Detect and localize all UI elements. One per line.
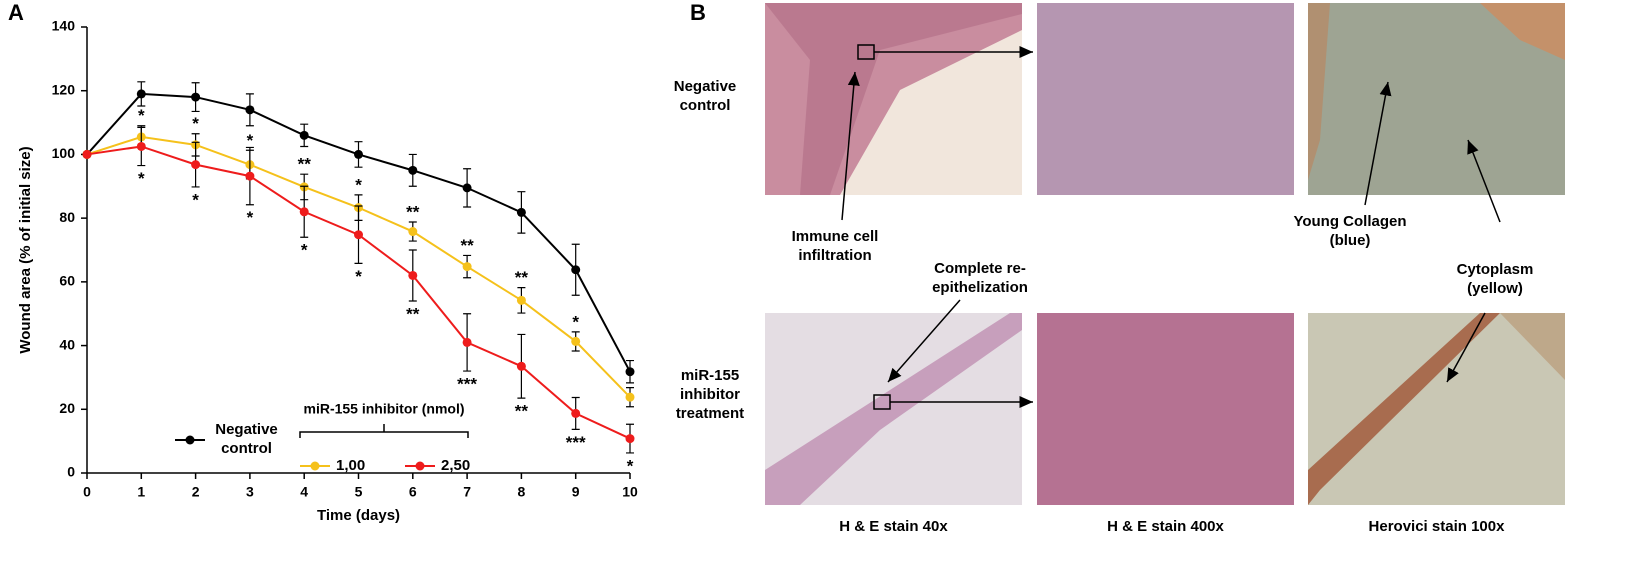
panel-label: B bbox=[690, 0, 706, 25]
marker bbox=[571, 336, 581, 346]
micrograph bbox=[765, 3, 1565, 505]
legend-swatch bbox=[415, 461, 425, 471]
marker bbox=[245, 105, 255, 115]
x-tick-label: 7 bbox=[463, 484, 471, 500]
marker bbox=[625, 367, 635, 377]
significance: * bbox=[572, 312, 579, 331]
marker bbox=[299, 130, 309, 140]
marker bbox=[136, 141, 146, 151]
panel-label: A bbox=[8, 0, 24, 25]
y-tick-label: 40 bbox=[59, 336, 75, 352]
marker bbox=[462, 337, 472, 347]
x-tick-label: 6 bbox=[409, 484, 417, 500]
legend-label: 1,00 bbox=[336, 457, 365, 474]
y-tick-label: 20 bbox=[59, 400, 75, 416]
significance: ** bbox=[515, 402, 529, 421]
y-tick-label: 100 bbox=[52, 145, 76, 161]
marker bbox=[571, 408, 581, 418]
significance: * bbox=[138, 169, 145, 188]
marker bbox=[299, 207, 309, 217]
significance: ** bbox=[515, 268, 529, 287]
significance: * bbox=[192, 114, 199, 133]
marker bbox=[571, 265, 581, 275]
column-label: H & E stain 400x bbox=[1107, 518, 1224, 535]
marker bbox=[354, 230, 363, 240]
annotation: Young Collagen (blue) bbox=[1293, 213, 1407, 249]
y-axis-label: Wound area (% of initial size) bbox=[17, 146, 34, 353]
series: **************** bbox=[82, 126, 635, 475]
row-label: miR-155 inhibitor treatment bbox=[675, 367, 745, 422]
significance: * bbox=[192, 190, 199, 209]
legend-swatch bbox=[310, 461, 320, 471]
series bbox=[82, 81, 635, 384]
y-tick-label: 140 bbox=[52, 18, 76, 34]
column-label: H & E stain 40x bbox=[839, 518, 948, 535]
legend-entry: Negative control bbox=[215, 421, 278, 457]
significance: ** bbox=[406, 202, 420, 221]
significance: ** bbox=[406, 304, 420, 323]
marker bbox=[408, 165, 418, 175]
significance: *** bbox=[566, 433, 586, 452]
marker bbox=[408, 227, 418, 237]
x-tick-label: 1 bbox=[137, 484, 145, 500]
legend-title: miR-155 inhibitor (nmol) bbox=[304, 401, 465, 417]
legend-label: 2,50 bbox=[441, 457, 470, 474]
marker bbox=[462, 183, 472, 193]
marker bbox=[516, 295, 526, 305]
significance: * bbox=[247, 131, 254, 150]
annotation: Cytoplasm (yellow) bbox=[1440, 260, 1550, 298]
legend-bracket bbox=[299, 424, 469, 438]
marker bbox=[82, 149, 92, 159]
legend-label: Negative control bbox=[215, 421, 278, 457]
marker bbox=[462, 262, 472, 272]
y-tick-label: 80 bbox=[59, 209, 75, 225]
significance: * bbox=[627, 456, 634, 475]
marker bbox=[136, 89, 146, 99]
marker bbox=[191, 160, 201, 170]
significance: *** bbox=[457, 375, 477, 394]
x-tick-label: 2 bbox=[192, 484, 200, 500]
marker bbox=[625, 392, 635, 402]
significance: ** bbox=[298, 155, 312, 174]
marker bbox=[516, 361, 526, 371]
x-tick-label: 0 bbox=[83, 484, 91, 500]
x-tick-label: 3 bbox=[246, 484, 254, 500]
y-tick-label: 120 bbox=[52, 81, 76, 97]
marker bbox=[191, 92, 201, 102]
marker bbox=[354, 149, 363, 159]
x-tick-label: 10 bbox=[622, 484, 638, 500]
x-tick-label: 8 bbox=[518, 484, 526, 500]
y-tick-label: 0 bbox=[67, 464, 75, 480]
marker bbox=[408, 270, 418, 280]
y-tick-label: 60 bbox=[59, 273, 75, 289]
x-tick-label: 4 bbox=[300, 484, 308, 500]
legend-swatch bbox=[185, 435, 195, 445]
pointer bbox=[841, 44, 1501, 410]
x-axis-label: Time (days) bbox=[317, 507, 400, 524]
significance: * bbox=[355, 175, 362, 194]
row-label: Negative control bbox=[673, 78, 737, 114]
marker bbox=[625, 434, 635, 444]
significance: * bbox=[301, 241, 308, 260]
annotation: Complete re-epithelization bbox=[900, 259, 1060, 297]
significance: * bbox=[247, 208, 254, 227]
marker bbox=[516, 207, 526, 217]
x-tick-label: 5 bbox=[355, 484, 363, 500]
x-tick-label: 9 bbox=[572, 484, 580, 500]
column-label: Herovici stain 100x bbox=[1368, 518, 1505, 535]
significance: ** bbox=[460, 236, 474, 255]
marker bbox=[245, 171, 255, 181]
significance: * bbox=[355, 267, 362, 286]
annotation: Immune cell infiltration bbox=[775, 227, 895, 265]
significance: * bbox=[138, 106, 145, 125]
